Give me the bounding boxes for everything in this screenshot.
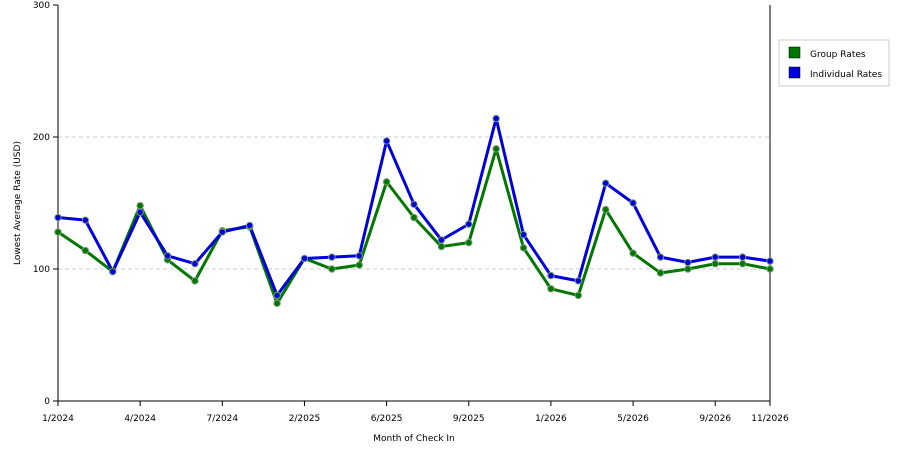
x-tick-label-2-2025: 2/2025 — [289, 414, 321, 424]
series-0-point-19 — [574, 291, 583, 300]
series-1-point-18 — [547, 271, 555, 280]
y-tick-label-200: 200 — [33, 133, 50, 143]
series-0-point-20 — [601, 205, 610, 214]
series-0-point-26 — [766, 265, 774, 273]
legend-label-group: Group Rates — [810, 50, 866, 60]
series-line-0 — [57, 147, 771, 305]
y-tick-label-0: 0 — [44, 397, 50, 407]
series-1-point-1 — [81, 216, 90, 224]
x-tick-label-1-2024: 1/2024 — [42, 414, 74, 424]
series-1-point-21 — [629, 199, 637, 207]
series-1-point-22 — [656, 253, 665, 261]
series-1-point-20 — [601, 179, 610, 187]
series-0-point-12 — [382, 178, 391, 186]
series-1-point-5 — [191, 260, 199, 268]
x-tick-label-6-2025: 6/2025 — [371, 414, 403, 424]
series-0-point-14 — [437, 242, 446, 251]
series-0-point-0 — [54, 228, 62, 236]
series-1-point-17 — [519, 230, 528, 239]
x-tick-label-1-2026: 1/2026 — [535, 414, 567, 424]
series-1-point-2 — [109, 267, 117, 276]
series-0-point-22 — [656, 269, 665, 277]
series-0-point-18 — [547, 285, 555, 293]
legend: Group Rates Individual Rates — [778, 39, 890, 87]
series-1-point-0 — [54, 213, 62, 222]
series-0-point-25 — [738, 260, 747, 268]
legend-swatch-individual — [788, 66, 801, 79]
series-0-point-17 — [519, 244, 528, 252]
y-axis-title: Lowest Average Rate (USD) — [13, 141, 23, 265]
series-0-point-5 — [191, 277, 199, 285]
x-tick-label-5-2026: 5/2026 — [617, 414, 649, 424]
series-0-point-3 — [136, 201, 144, 210]
series-1-point-4 — [163, 252, 172, 260]
series-0-point-23 — [684, 265, 692, 273]
y-tick-label-100: 100 — [33, 265, 50, 275]
axes — [53, 4, 771, 406]
x-tick-label-11-2026: 11/2026 — [751, 414, 789, 424]
series-1-point-10 — [328, 253, 336, 261]
series-1-point-14 — [437, 236, 446, 244]
series-1-point-16 — [492, 114, 500, 123]
x-tick-label-7-2024: 7/2024 — [206, 414, 238, 424]
series-0-point-1 — [81, 246, 90, 255]
x-tick-label-9-2025: 9/2025 — [453, 414, 485, 424]
series-0-point-21 — [629, 249, 637, 257]
series-1-point-12 — [382, 137, 391, 145]
series-1-point-8 — [273, 291, 281, 300]
series-0-point-13 — [410, 213, 418, 222]
series-0-point-24 — [711, 260, 719, 268]
series-0-point-16 — [492, 145, 500, 153]
series-1-point-24 — [711, 253, 719, 261]
series-0-point-10 — [328, 265, 336, 273]
legend-label-individual: Individual Rates — [810, 70, 882, 80]
series-0-point-11 — [355, 261, 363, 269]
series-1-point-25 — [738, 253, 747, 261]
series-0-point-15 — [465, 238, 473, 247]
y-tick-label-300: 300 — [33, 1, 50, 11]
series-0-point-8 — [273, 299, 281, 308]
legend-swatch-group — [788, 46, 801, 59]
series-1-point-26 — [766, 257, 774, 265]
series-layer — [54, 114, 774, 308]
x-tick-label-9-2026: 9/2026 — [699, 414, 731, 424]
series-1-point-15 — [465, 220, 473, 228]
series-1-point-11 — [355, 252, 363, 260]
series-1-point-23 — [684, 258, 692, 267]
series-1-point-13 — [410, 200, 418, 209]
tick-labels: 0 100 200 300 1/2024 4/2024 7/2024 2/2025 6/2025… — [33, 1, 789, 424]
series-1-point-19 — [574, 277, 583, 285]
series-1-point-9 — [300, 254, 309, 263]
series-1-point-7 — [245, 221, 254, 230]
x-tick-label-4-2024: 4/2024 — [124, 414, 156, 424]
x-axis-title: Month of Check In — [373, 434, 455, 444]
series-1-point-3 — [136, 208, 144, 216]
series-1-point-6 — [218, 228, 227, 236]
